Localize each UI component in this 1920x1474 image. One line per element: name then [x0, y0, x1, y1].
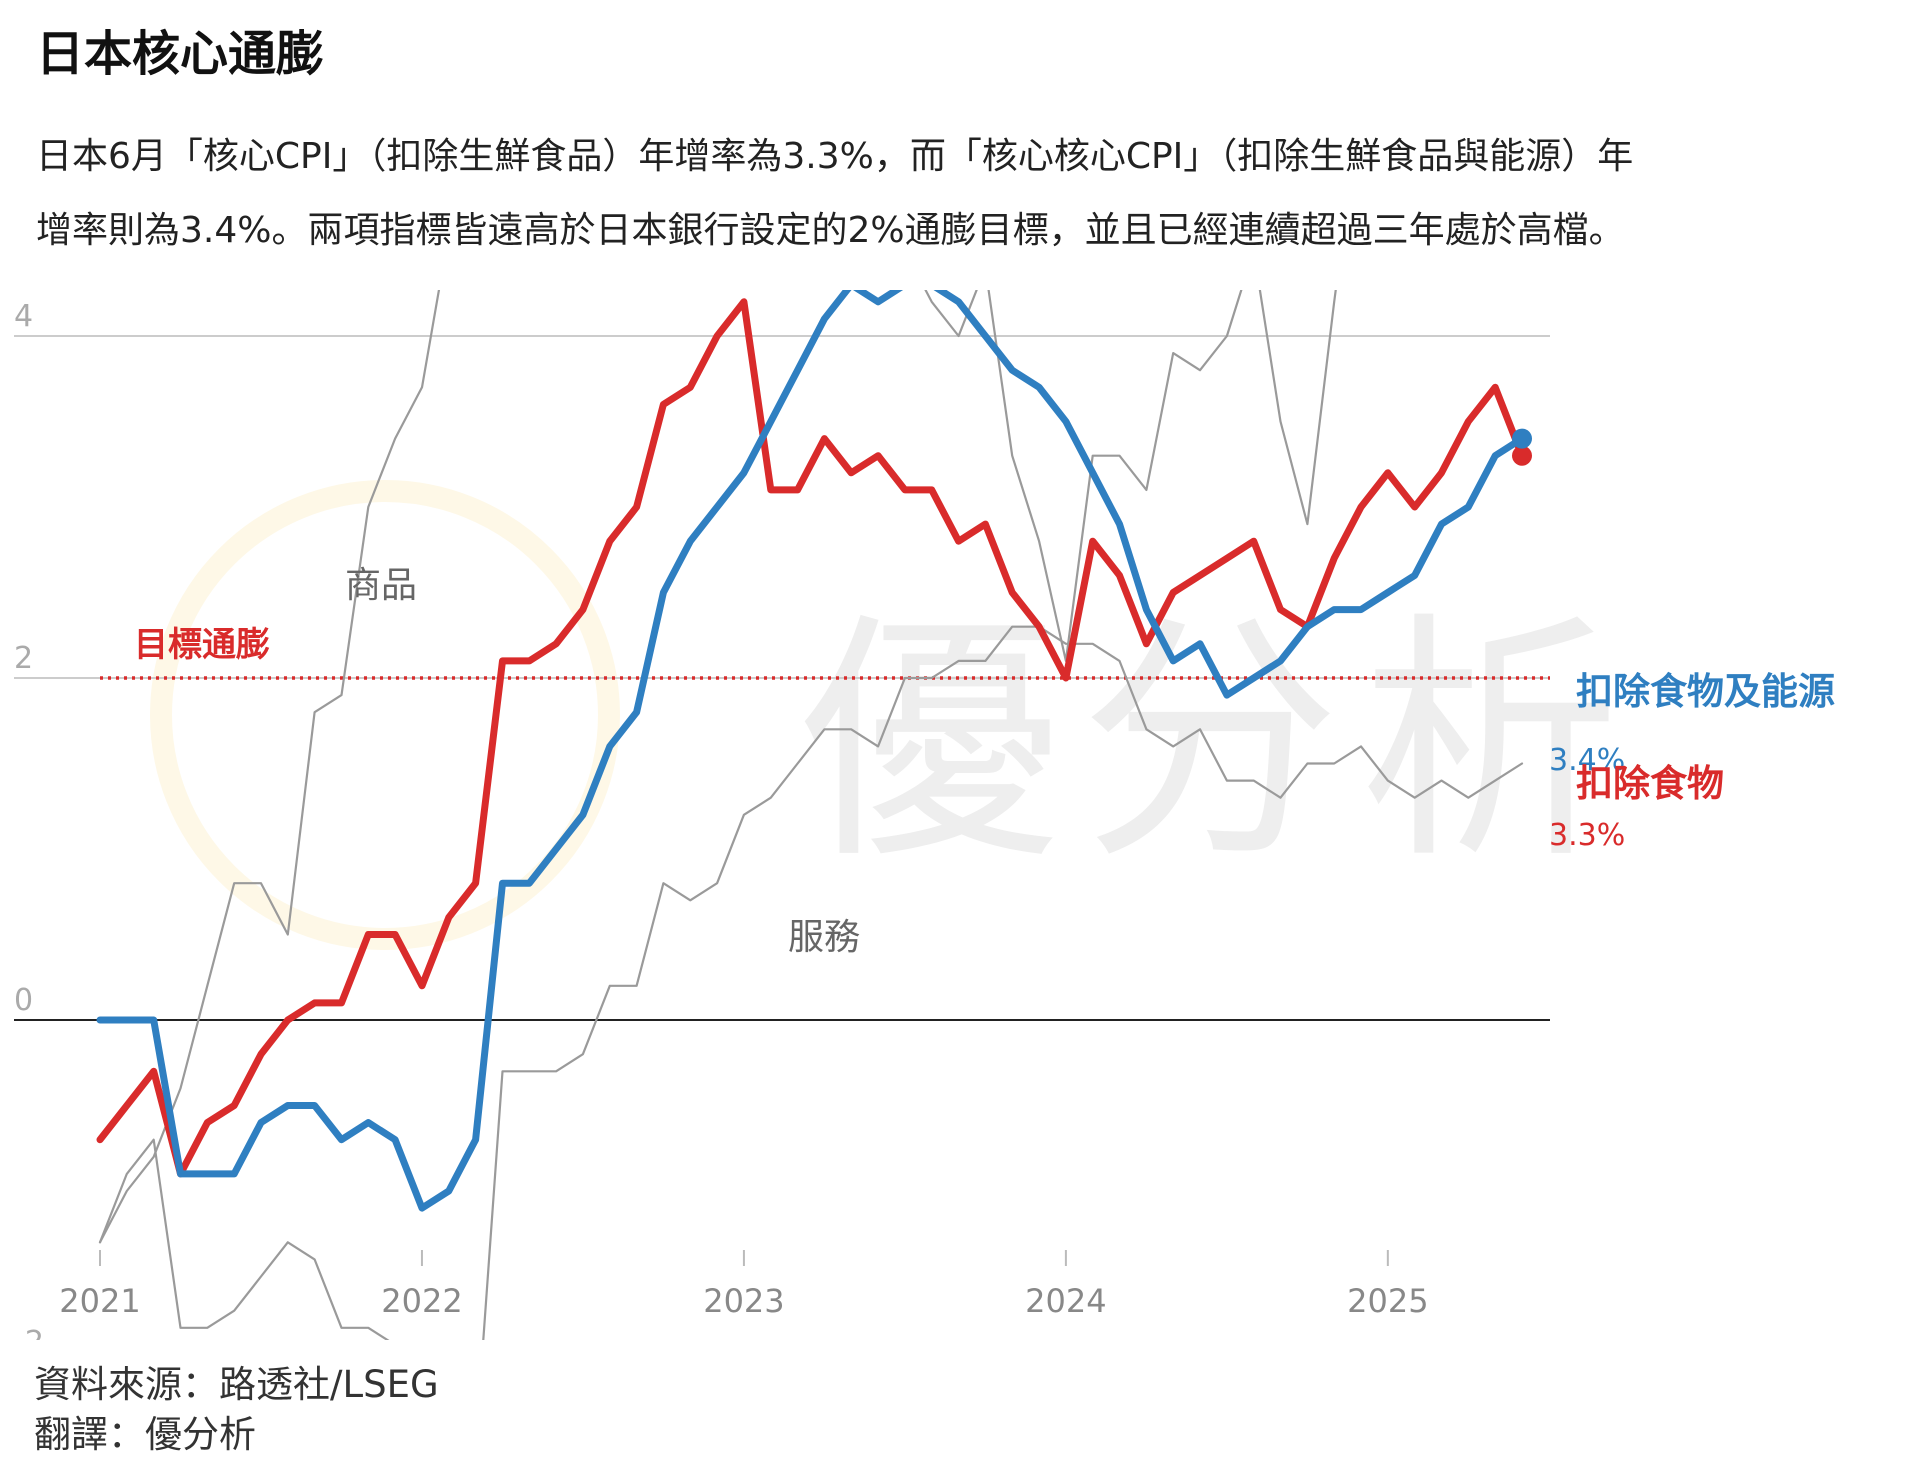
- y-tick-label: 0: [14, 983, 33, 1018]
- x-tick-label: 2022: [381, 1282, 462, 1320]
- gridlines: [14, 335, 1550, 1021]
- series-label-services: 服務: [788, 917, 860, 958]
- source-line: 資料來源：路透社/LSEG: [34, 1363, 439, 1406]
- x-axis: 2021 2022 2023 2024 2025: [59, 1250, 1429, 1320]
- source-note: 資料來源：路透社/LSEG 翻譯：優分析: [34, 1360, 439, 1460]
- series-line-services: [98, 625, 1524, 1340]
- y-tick-label: 4: [14, 299, 33, 334]
- translation-line: 翻譯：優分析: [34, 1413, 256, 1456]
- subtitle-line-2: 增率則為3.4%。兩項指標皆遠高於日本銀行設定的2%通膨目標，並且已經連續超過三…: [36, 210, 1625, 251]
- series-lines: [96, 290, 1550, 1340]
- y-axis-tick-labels: 8%6420-2: [14, 299, 44, 1340]
- y-tick-label: 2: [14, 641, 33, 676]
- watermark-logo: 優分析: [800, 592, 1640, 894]
- series-label-goods: 商品: [345, 565, 417, 606]
- chart-subtitle: 日本6月「核心CPI」（扣除生鮮食品）年增率為3.3%，而「核心核心CPI」（扣…: [36, 120, 1896, 268]
- x-tick-label: 2024: [1025, 1282, 1106, 1320]
- subtitle-line-1: 日本6月「核心CPI」（扣除生鮮食品）年增率為3.3%，而「核心核心CPI」（扣…: [36, 136, 1634, 177]
- series-line-goods: [98, 290, 1337, 1244]
- x-tick-label: 2025: [1347, 1282, 1428, 1320]
- series-end-dot-core_ex_food: [1512, 445, 1532, 466]
- y-tick-label: -2: [14, 1325, 44, 1340]
- target-inflation-label: 目標通膨: [134, 625, 270, 665]
- series-label-core-ex-food: 扣除食物: [1576, 762, 1724, 805]
- x-tick-label: 2021: [59, 1282, 140, 1320]
- series-line-core_ex_food_energy: [96, 290, 1526, 1212]
- series-line-core_ex_food: [96, 298, 1526, 1178]
- series-end-label-core-ex-food-energy: 3.4%: [1549, 743, 1625, 778]
- series-label-core-ex-food-energy: 扣除食物及能源: [1576, 670, 1835, 713]
- x-tick-label: 2023: [703, 1282, 784, 1320]
- series-end-label-core-ex-food: 3.3%: [1549, 818, 1625, 853]
- chart-title: 日本核心通膨: [36, 26, 325, 82]
- series-end-dot-core_ex_food_energy: [1512, 428, 1532, 449]
